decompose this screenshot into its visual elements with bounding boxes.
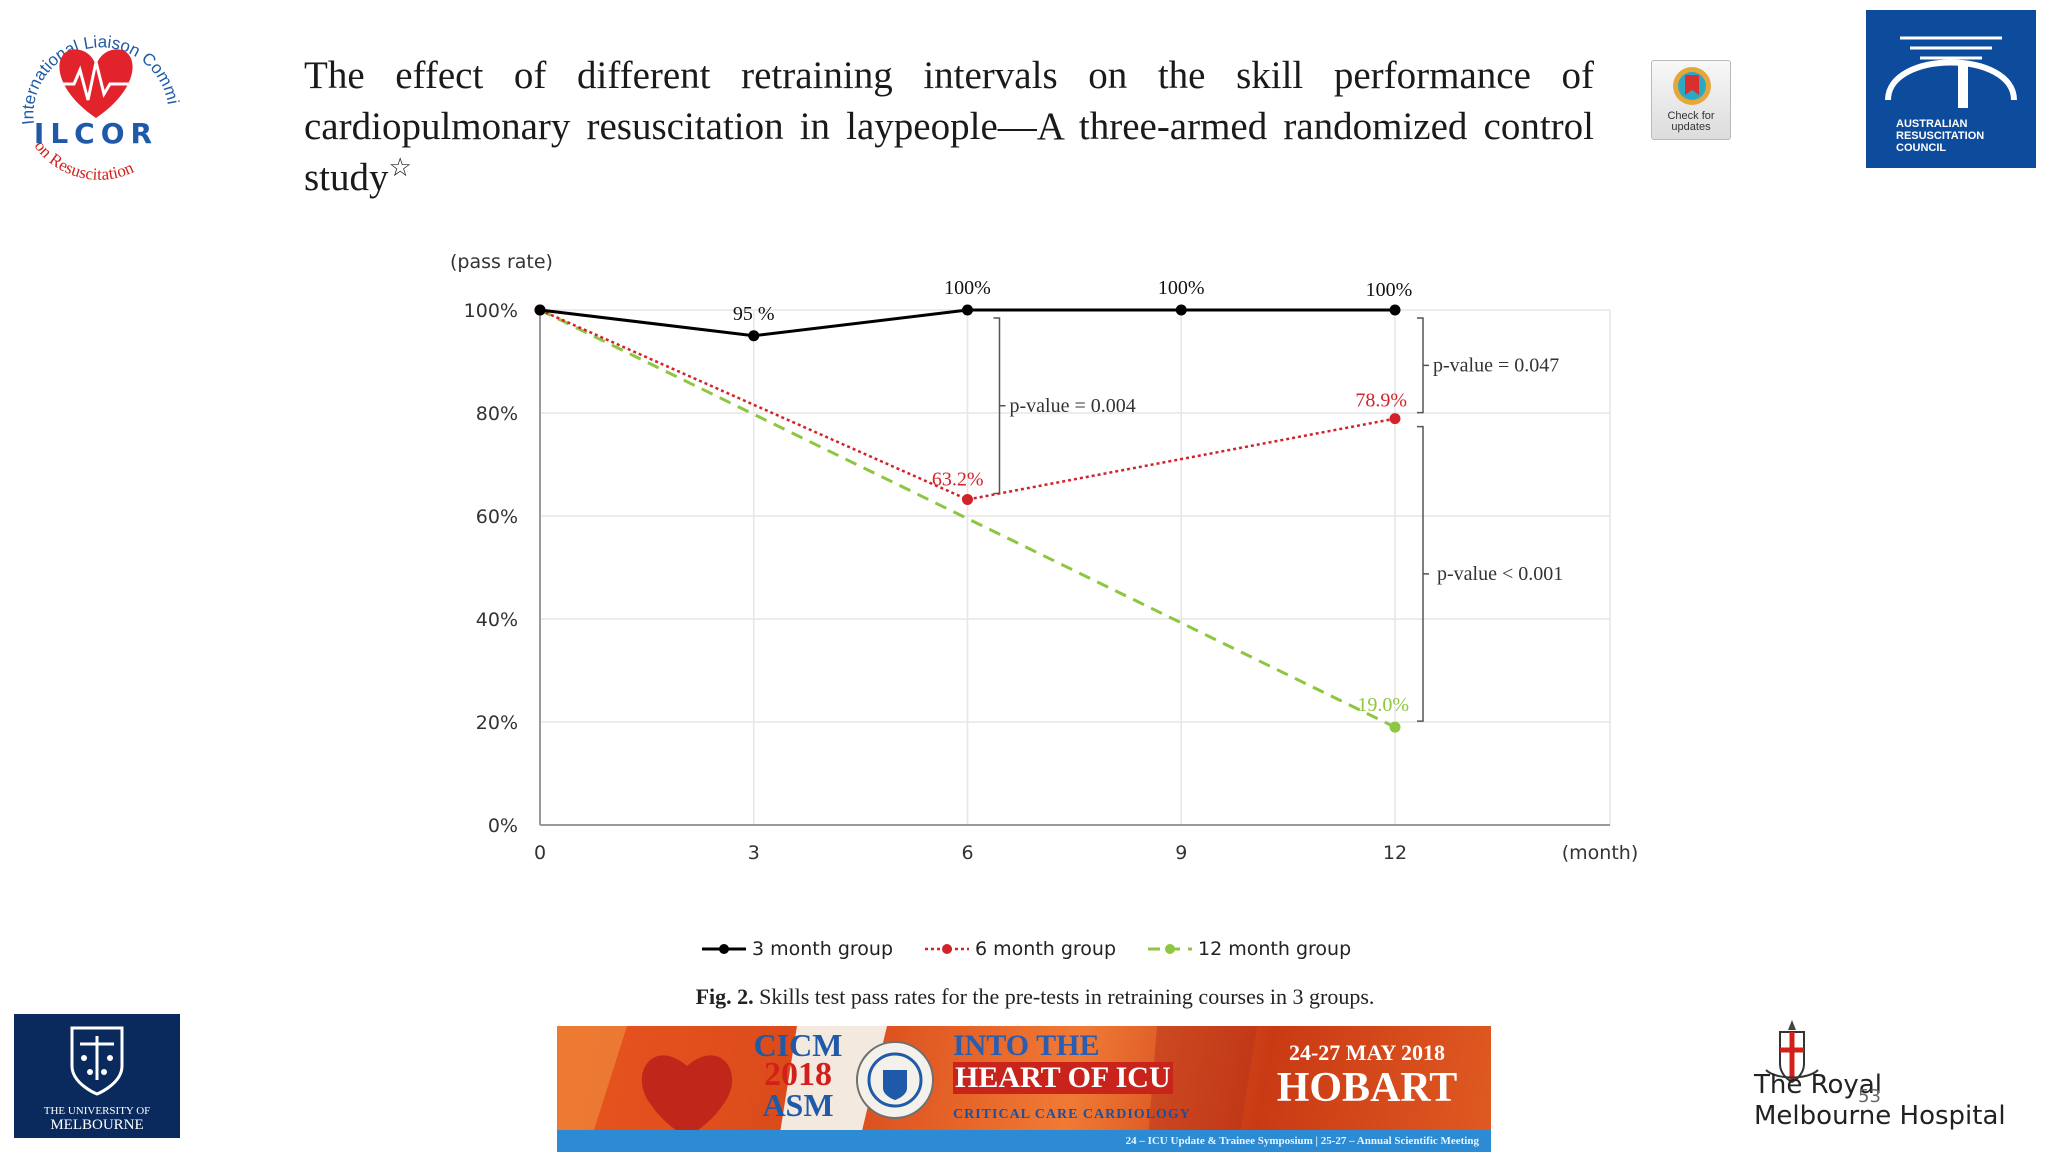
legend-label: 6 month group [975, 938, 1117, 960]
pvalue-6m-label: p-value = 0.004 [1010, 395, 1136, 417]
legend-item-six-month: 6 month group [923, 938, 1116, 960]
chart-legend: 3 month group 6 month group 12 month group [700, 938, 1351, 960]
paper-title-text: The effect of different retraining inter… [304, 54, 1594, 199]
pass-rate-chart: 0% 20% 40% 60% 80% 100% 0 3 6 9 12 (pass rate) (mont… [450, 251, 1638, 864]
pvalue-6m-bracket [993, 317, 1006, 495]
y-tick-label: 0% [488, 815, 518, 837]
bookmark-icon [1685, 75, 1699, 95]
six-month-data-point [962, 494, 973, 506]
ilcor-logo: International Liaison Committee ILCOR on… [1, 0, 186, 186]
three-month-data-label: 100% [944, 277, 991, 299]
paper-title: The effect of different retraining inter… [304, 50, 1594, 203]
three-month-data-label: 95 % [733, 303, 775, 325]
pvalue-12m-vs-6m-label: p-value = 0.047 [1433, 354, 1559, 376]
banner-heart-of-icu: HEART OF ICU [953, 1061, 1173, 1094]
three-month-data-label: 100% [1366, 279, 1413, 301]
legend-swatch [702, 944, 746, 954]
figure-caption-label: Fig. 2. [695, 984, 754, 1009]
y-tick-label: 20% [476, 712, 518, 734]
legend-swatch [925, 944, 970, 954]
arc-logo: AUSTRALIAN RESUSCITATION COUNCIL [1866, 10, 2036, 168]
chart-data-labels: 19.0% 63.2% 78.9% 95 % 100% 100% 100% [733, 277, 1412, 716]
banner-year: 2018 [764, 1056, 832, 1093]
banner-into: INTO THE [953, 1029, 1100, 1062]
banner-cicm: CICM [753, 1027, 843, 1063]
unimelb-line1: THE UNIVERSITY OF [43, 1105, 151, 1117]
three-month-data-point [962, 304, 973, 316]
twelve-month-data-point [1389, 721, 1401, 733]
chart-series [534, 304, 1401, 733]
y-tick-label: 60% [476, 506, 518, 528]
legend-label: 3 month group [752, 938, 894, 960]
legend-swatch [1148, 944, 1193, 954]
pvalue-12m-vs-12m-label: p-value < 0.001 [1437, 563, 1563, 585]
rmh-text: The Royal Melbourne Hospital [1754, 1070, 2006, 1131]
x-axis-title: (month) [1562, 842, 1639, 864]
legend-item-three-month: 3 month group [700, 938, 893, 960]
heart-icon [59, 49, 133, 118]
y-axis-title: (pass rate) [450, 251, 553, 273]
figure-caption-text: Skills test pass rates for the pre-tests… [759, 984, 1375, 1009]
rmh-logo: The Royal Melbourne Hospital 53 [1752, 1020, 2022, 1140]
banner-critical-care: CRITICAL CARE CARDIOLOGY [953, 1107, 1191, 1122]
chart-annotations: p-value = 0.004 p-value = 0.047 p-value < … [993, 317, 1563, 722]
arc-logo-text: AUSTRALIAN RESUSCITATION COUNCIL [1896, 118, 1985, 154]
banner-dates: 24-27 MAY 2018 [1288, 1040, 1446, 1065]
arc-figure-icon [1958, 65, 1968, 108]
check-updates-label: Check for updates [1667, 110, 1715, 133]
six-month-data-label: 78.9% [1355, 390, 1407, 412]
legend-swatch-marker [942, 944, 953, 954]
pvalue-12m-vs-12m-bracket [1417, 425, 1429, 722]
ilcor-name: ILCOR [34, 117, 158, 150]
x-tick-label: 9 [1175, 842, 1187, 864]
three-month-data-point [1175, 304, 1187, 316]
unimelb-crest-icon [70, 1026, 124, 1096]
twelve-month-data-label: 19.0% [1357, 694, 1409, 716]
three-month-data-point [748, 330, 760, 342]
legend-swatch-marker [719, 944, 729, 954]
y-tick-label: 100% [464, 300, 518, 322]
three-month-data-point [1389, 304, 1401, 316]
three-month-data-point [534, 304, 546, 316]
banner-bottom-strip: 24 – ICU Update & Trainee Symposium | 25… [557, 1130, 1491, 1152]
pvalue-12m-vs-6m-bracket [1417, 317, 1429, 414]
unimelb-line2: MELBOURNE [50, 1117, 144, 1133]
six-month-data-point [1389, 413, 1401, 425]
y-tick-label: 40% [476, 609, 518, 631]
banner-city: HOBART [1276, 1065, 1458, 1111]
title-footnote-mark: ☆ [388, 153, 412, 182]
x-tick-label: 3 [748, 842, 760, 864]
legend-label: 12 month group [1198, 938, 1352, 960]
unimelb-logo: THE UNIVERSITY OF MELBOURNE [14, 1014, 180, 1138]
page-number: 53 [1858, 1086, 1881, 1107]
conference-banner: CICM 2018 ASM INTO THE HEART OF ICU CRIT… [557, 1026, 1491, 1152]
six-month-data-label: 63.2% [932, 469, 984, 491]
x-tick-label: 0 [534, 842, 546, 864]
x-tick-label: 6 [961, 842, 973, 864]
x-tick-label: 12 [1383, 842, 1407, 864]
figure-caption: Fig. 2. Skills test pass rates for the p… [420, 984, 1650, 1010]
six-month-series-line [539, 308, 1396, 501]
banner-asm: ASM [762, 1087, 834, 1123]
three-month-data-label: 100% [1158, 277, 1205, 299]
legend-item-twelve-month: 12 month group [1146, 938, 1351, 960]
chart-axes: 0% 20% 40% 60% 80% 100% 0 3 6 9 12 (pass rate) (mont… [450, 251, 1638, 864]
check-for-updates-badge[interactable]: Check for updates [1651, 60, 1731, 140]
legend-swatch-marker [1165, 944, 1176, 954]
y-tick-label: 80% [476, 403, 518, 425]
anatomical-heart-icon [641, 1055, 733, 1138]
